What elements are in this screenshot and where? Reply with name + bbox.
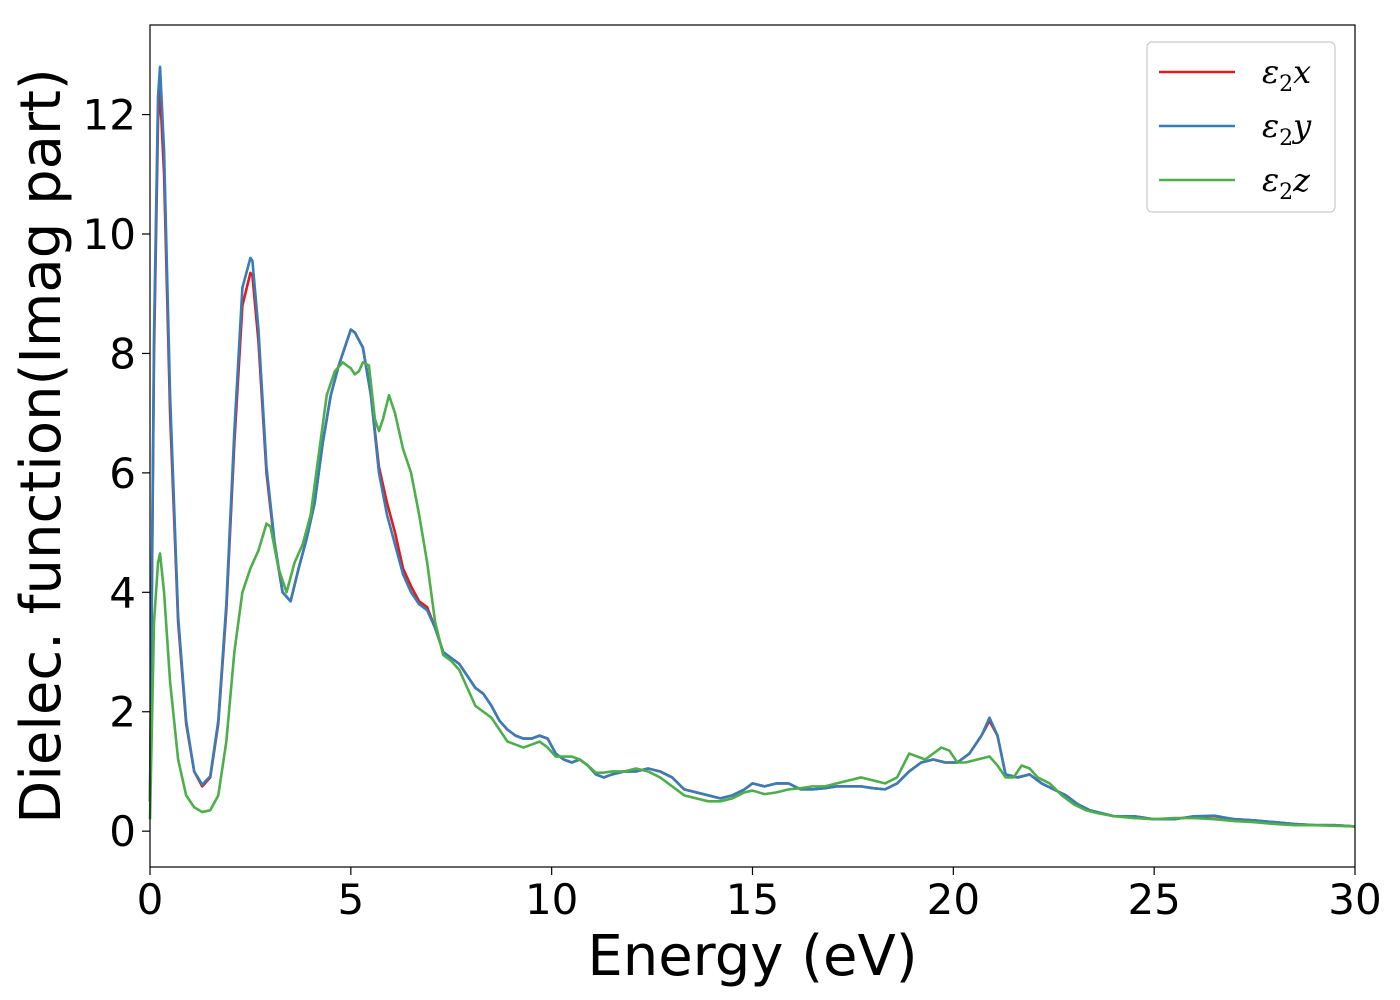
x-tick-label: 5 (337, 875, 364, 924)
x-axis-title: Energy (eV) (587, 924, 917, 989)
y-tick-label: 12 (83, 91, 136, 140)
x-tick-label: 20 (927, 875, 980, 924)
y-tick-label: 8 (109, 329, 136, 378)
x-tick-label: 10 (525, 875, 578, 924)
x-tick-label: 25 (1127, 875, 1180, 924)
x-tick-label: 15 (726, 875, 779, 924)
y-tick-label: 6 (109, 449, 136, 498)
y-tick-label: 0 (109, 807, 136, 856)
y-axis-title: Dielec. function(Imag part) (9, 68, 74, 824)
legend-label-z: ε2z (1262, 161, 1311, 205)
plot-lines (148, 65, 1356, 828)
legend-box (1146, 41, 1336, 213)
legend-label-y: ε2y (1262, 107, 1312, 151)
x-tick-label: 0 (137, 875, 164, 924)
y-axis-ticks: 0 2 4 6 8 10 12 (83, 91, 150, 856)
x-tick-label: 30 (1328, 875, 1381, 924)
y-tick-label: 2 (109, 688, 136, 737)
legend: ε2x ε2y ε2z (1146, 41, 1336, 213)
y-tick-label: 10 (83, 210, 136, 259)
series-line-z (148, 361, 1356, 828)
legend-label-x: ε2x (1262, 53, 1311, 97)
x-axis-ticks: 0 5 10 15 20 25 30 (137, 867, 1382, 924)
y-tick-label: 4 (109, 568, 136, 617)
